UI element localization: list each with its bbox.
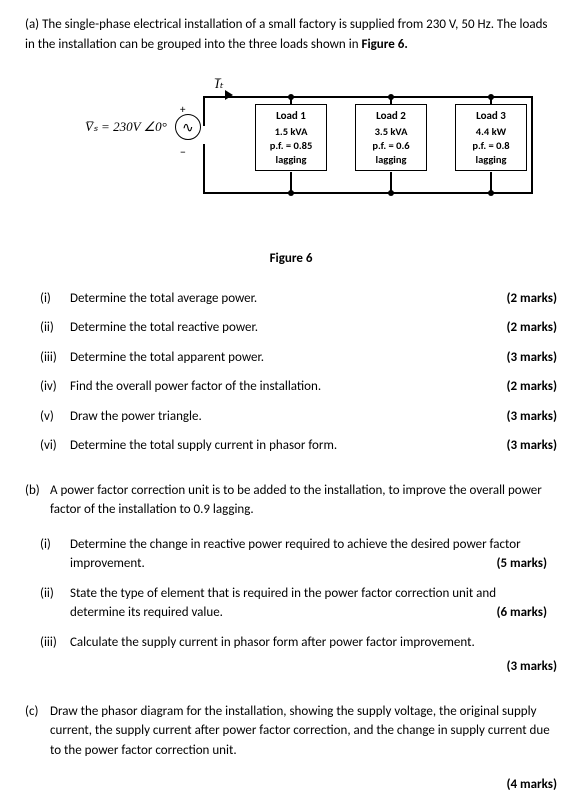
part-a-intro: (a) The single-phase electrical installa… xyxy=(25,15,557,54)
load-type: lagging xyxy=(358,153,424,167)
wire xyxy=(203,192,533,194)
load-title: Load 2 xyxy=(358,109,424,123)
question-item: (i) Determine the change in reactive pow… xyxy=(40,535,557,574)
load-pf: p.f. = 0.6 xyxy=(358,139,424,153)
q-num: (iii) xyxy=(40,348,70,368)
q-num: (ii) xyxy=(40,584,70,604)
part-b-text: A power factor correction unit is to be … xyxy=(50,481,557,520)
node-dot xyxy=(488,94,494,100)
q-text: Determine the total average power. xyxy=(70,289,506,309)
wire xyxy=(203,96,533,98)
node-dot xyxy=(288,94,294,100)
q-num: (i) xyxy=(40,289,70,309)
q-marks: (3 marks) xyxy=(40,657,557,677)
node-dot xyxy=(488,190,494,196)
q-num: (ii) xyxy=(40,318,70,338)
load-value: 4.4 kW xyxy=(458,125,524,139)
source-label: V̅ₛ = 230V ∠0° xyxy=(85,117,167,137)
question-item: (i) Determine the total average power. (… xyxy=(40,289,557,309)
q-num: (v) xyxy=(40,407,70,427)
circuit-diagram: I̅ₜ + − V̅ₛ = 230V ∠0° ∿ Load 1 1.5 kVA … xyxy=(25,74,557,244)
q-text: Determine the total reactive power. xyxy=(70,318,506,338)
minus-terminal: − xyxy=(180,144,186,162)
part-a-questions: (i) Determine the total average power. (… xyxy=(40,289,557,456)
part-b-intro: (b) A power factor correction unit is to… xyxy=(25,481,557,520)
load-type: lagging xyxy=(258,153,324,167)
q-text: State the type of element that is requir… xyxy=(70,584,557,623)
question-item: (ii) Determine the total reactive power.… xyxy=(40,318,557,338)
q-marks: (3 marks) xyxy=(506,436,557,456)
part-c-text: Draw the phasor diagram for the installa… xyxy=(50,702,557,761)
part-c-marks: (4 marks) xyxy=(25,775,557,795)
q-text: Determine the total apparent power. xyxy=(70,348,506,368)
q-text-content: State the type of element that is requir… xyxy=(70,586,496,621)
q-num: (iii) xyxy=(40,633,70,653)
question-item: (v) Draw the power triangle. (3 marks) xyxy=(40,407,557,427)
current-label: I̅ₜ xyxy=(215,74,223,94)
part-a-label: (a) xyxy=(25,17,39,32)
figure-reference: Figure 6. xyxy=(361,37,407,52)
arrow-icon xyxy=(225,90,233,100)
node-dot xyxy=(288,190,294,196)
q-marks: (2 marks) xyxy=(506,318,557,338)
q-text-content: Determine the change in reactive power r… xyxy=(70,537,521,572)
q-marks: (2 marks) xyxy=(506,377,557,397)
wire xyxy=(203,144,205,194)
part-b-label: (b) xyxy=(25,481,50,520)
q-marks: (3 marks) xyxy=(506,348,557,368)
part-c-label: (c) xyxy=(25,702,50,761)
load-pf: p.f. = 0.8 xyxy=(458,139,524,153)
part-c: (c) Draw the phasor diagram for the inst… xyxy=(25,702,557,795)
load-title: Load 3 xyxy=(458,109,524,123)
part-a-text: The single-phase electrical installation… xyxy=(25,17,547,52)
q-marks: (3 marks) xyxy=(506,407,557,427)
q-text: Find the overall power factor of the ins… xyxy=(70,377,506,397)
load-pf: p.f. = 0.85 xyxy=(258,139,324,153)
part-c-intro: (c) Draw the phasor diagram for the inst… xyxy=(25,702,557,761)
figure-caption: Figure 6 xyxy=(25,249,557,269)
wire xyxy=(531,96,533,194)
load-2-box: Load 2 3.5 kVA p.f. = 0.6 lagging xyxy=(355,104,427,171)
question-item: (iii) Calculate the supply current in ph… xyxy=(40,633,557,677)
q-marks: (6 marks) xyxy=(496,603,547,623)
q-num: (i) xyxy=(40,535,70,555)
node-dot xyxy=(388,94,394,100)
q-text: Determine the change in reactive power r… xyxy=(70,535,557,574)
question-item: (iii) Determine the total apparent power… xyxy=(40,348,557,368)
part-b-questions: (i) Determine the change in reactive pow… xyxy=(40,535,557,677)
ac-source-icon: ∿ xyxy=(175,114,201,140)
voltage-source: V̅ₛ = 230V ∠0° ∿ xyxy=(85,114,201,140)
q-num: (vi) xyxy=(40,436,70,456)
q-num: (iv) xyxy=(40,377,70,397)
load-value: 1.5 kVA xyxy=(258,125,324,139)
load-type: lagging xyxy=(458,153,524,167)
load-3-box: Load 3 4.4 kW p.f. = 0.8 lagging xyxy=(455,104,527,171)
load-1-box: Load 1 1.5 kVA p.f. = 0.85 lagging xyxy=(255,104,327,171)
part-b: (b) A power factor correction unit is to… xyxy=(25,481,557,677)
load-value: 3.5 kVA xyxy=(358,125,424,139)
question-item: (ii) State the type of element that is r… xyxy=(40,584,557,623)
question-item: (vi) Determine the total supply current … xyxy=(40,436,557,456)
q-text: Determine the total supply current in ph… xyxy=(70,436,506,456)
node-dot xyxy=(388,190,394,196)
q-marks: (5 marks) xyxy=(496,554,547,574)
question-item: (iv) Find the overall power factor of th… xyxy=(40,377,557,397)
q-marks: (2 marks) xyxy=(506,289,557,309)
q-text: Draw the power triangle. xyxy=(70,407,506,427)
load-title: Load 1 xyxy=(258,109,324,123)
q-text: Calculate the supply current in phasor f… xyxy=(70,633,557,653)
wire xyxy=(203,96,205,126)
